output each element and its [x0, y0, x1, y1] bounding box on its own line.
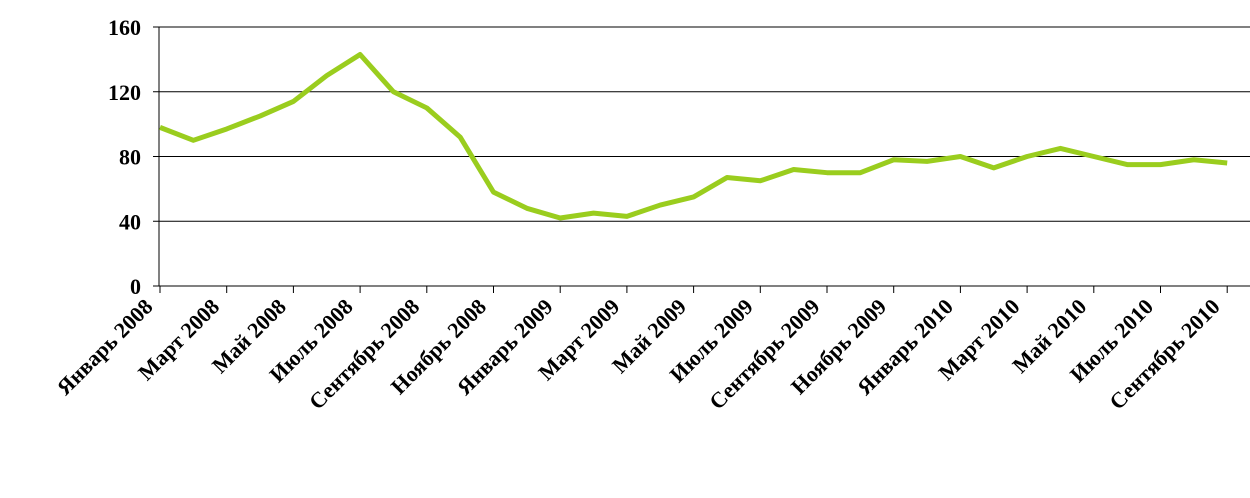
- x-tick-label: Январь 2008: [52, 294, 158, 400]
- y-tick-label: 80: [119, 145, 141, 170]
- y-tick-label: 40: [119, 209, 141, 234]
- y-tick-label: 160: [108, 15, 141, 40]
- line: [159, 52, 1228, 221]
- y-tick-label: 0: [130, 274, 141, 299]
- y-tick-label: 120: [108, 80, 141, 105]
